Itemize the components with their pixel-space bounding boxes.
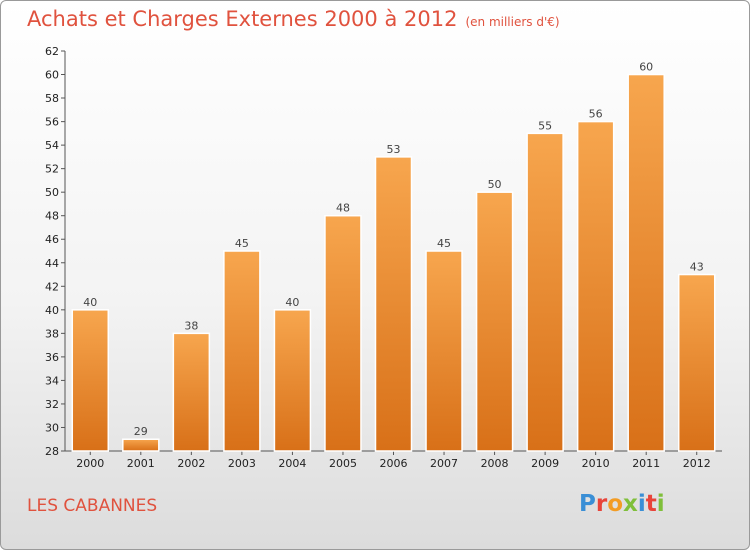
bar-2003 bbox=[223, 250, 261, 452]
x-tick-label: 2002 bbox=[177, 457, 205, 470]
x-tick-label: 2012 bbox=[683, 457, 711, 470]
y-tick-label: 40 bbox=[45, 304, 59, 317]
x-tick-label: 2008 bbox=[481, 457, 509, 470]
y-tick-label: 28 bbox=[45, 445, 59, 458]
x-tick-label: 2003 bbox=[228, 457, 256, 470]
x-tick-label: 2010 bbox=[582, 457, 610, 470]
bar-2001 bbox=[122, 438, 160, 452]
x-tick-label: 2000 bbox=[76, 457, 104, 470]
logo-letter: P bbox=[579, 491, 596, 517]
y-tick-label: 34 bbox=[45, 374, 59, 387]
x-tick-label: 2001 bbox=[127, 457, 155, 470]
logo-letter: r bbox=[595, 491, 608, 517]
y-tick-label: 50 bbox=[45, 186, 59, 199]
y-tick-label: 60 bbox=[45, 69, 59, 82]
x-tick-label: 2009 bbox=[531, 457, 559, 470]
y-tick-label: 32 bbox=[45, 398, 59, 411]
value-label: 53 bbox=[387, 143, 401, 156]
value-label: 40 bbox=[83, 296, 97, 309]
value-label: 55 bbox=[538, 119, 552, 132]
logo-letter: x bbox=[623, 491, 638, 517]
chart-title: Achats et Charges Externes 2000 à 2012 (e… bbox=[27, 7, 560, 31]
logo-letter: o bbox=[607, 491, 624, 517]
bar-2009 bbox=[526, 132, 564, 452]
x-tick-label: 2011 bbox=[632, 457, 660, 470]
y-tick-label: 58 bbox=[45, 92, 59, 105]
y-tick-label: 36 bbox=[45, 351, 59, 364]
logo-letter: i bbox=[637, 491, 646, 517]
value-label: 60 bbox=[639, 61, 653, 74]
value-label: 45 bbox=[437, 237, 451, 250]
value-label: 48 bbox=[336, 202, 350, 215]
bar-2006 bbox=[374, 156, 413, 452]
chart-title-text: Achats et Charges Externes 2000 à 2012 bbox=[27, 7, 458, 31]
y-tick-label: 30 bbox=[45, 421, 59, 434]
value-label: 45 bbox=[235, 237, 249, 250]
y-tick-label: 62 bbox=[45, 45, 59, 58]
commune-name: LES CABANNES bbox=[27, 496, 158, 516]
value-label: 29 bbox=[134, 425, 148, 438]
y-tick-label: 38 bbox=[45, 327, 59, 340]
bar-2002 bbox=[172, 332, 211, 452]
y-tick-label: 54 bbox=[45, 139, 59, 152]
bar-2010 bbox=[576, 120, 615, 452]
y-tick-label: 46 bbox=[45, 233, 59, 246]
bar-2004 bbox=[273, 309, 312, 452]
bar-2012 bbox=[677, 273, 716, 452]
value-label: 50 bbox=[488, 178, 502, 191]
y-tick-label: 48 bbox=[45, 210, 59, 223]
value-label: 56 bbox=[589, 108, 603, 121]
x-tick-label: 2006 bbox=[380, 457, 408, 470]
chart-subtitle: (en milliers d'€) bbox=[465, 15, 560, 29]
bar-2011 bbox=[627, 73, 665, 452]
bar-2007 bbox=[425, 250, 463, 452]
x-tick-label: 2005 bbox=[329, 457, 357, 470]
y-tick-label: 42 bbox=[45, 280, 59, 293]
axes: 28 30 32 34 36 38 40 42 44 46 48 50 52 54 56 58 60 62 2000… bbox=[45, 45, 722, 470]
y-tick-label: 56 bbox=[45, 116, 59, 129]
bar-2005 bbox=[324, 214, 362, 452]
bar-2000 bbox=[71, 309, 110, 452]
y-tick-label: 44 bbox=[45, 257, 59, 270]
bars: 40 29 38 45 40 48 53 45 50 55 56 60 43 bbox=[71, 61, 716, 452]
x-tick-label: 2004 bbox=[278, 457, 306, 470]
proxiti-logo[interactable]: Proxiti bbox=[579, 491, 665, 517]
logo-letter: t bbox=[645, 491, 657, 517]
value-label: 43 bbox=[690, 261, 704, 274]
bar-2008 bbox=[475, 191, 514, 452]
value-label: 38 bbox=[184, 319, 198, 332]
value-label: 40 bbox=[285, 296, 299, 309]
x-tick-label: 2007 bbox=[430, 457, 458, 470]
y-tick-label: 52 bbox=[45, 163, 59, 176]
logo-letter: i bbox=[656, 491, 665, 517]
